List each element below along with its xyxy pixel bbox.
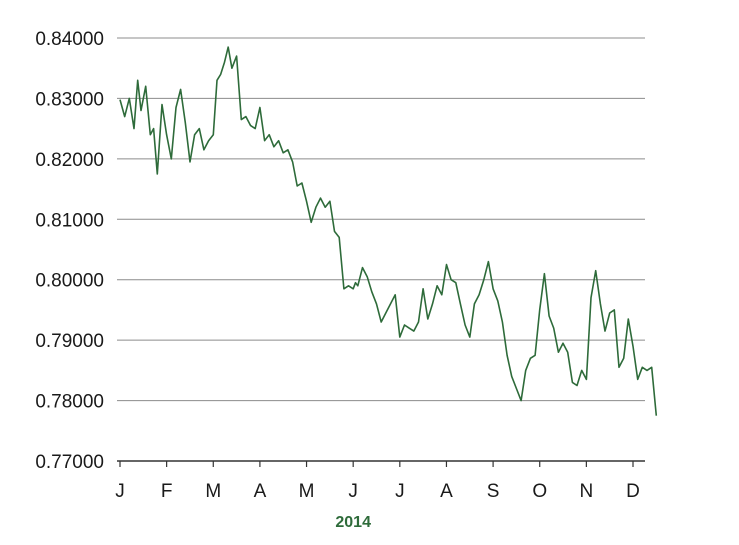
x-tick-label: M (299, 481, 315, 502)
x-tick-label: J (348, 481, 358, 502)
x-tick-label: A (254, 481, 267, 502)
y-tick-label: 0.77000 (35, 452, 104, 473)
x-tick-label: A (440, 481, 453, 502)
x-tick-label: J (115, 481, 125, 502)
gridlines (117, 37, 645, 402)
y-tick-label: 0.82000 (35, 150, 104, 171)
x-tick-label: F (161, 481, 173, 502)
y-axis-tick-labels: 0.77000 0.78000 0.79000 0.80000 0.81000 0.820… (35, 29, 104, 473)
y-tick-label: 0.81000 (35, 210, 104, 231)
y-tick-label: 0.80000 (35, 271, 104, 292)
x-axis-title: 2014 (335, 514, 371, 531)
y-tick-label: 0.84000 (35, 29, 104, 50)
x-tick-label: J (395, 481, 405, 502)
x-tick-label: N (579, 481, 593, 502)
y-tick-label: 0.83000 (35, 89, 104, 110)
series-line (119, 46, 658, 416)
x-tick-label: O (532, 481, 547, 502)
x-tick-label: D (626, 481, 640, 502)
x-tick-label: M (205, 481, 221, 502)
y-tick-label: 0.78000 (35, 392, 104, 413)
y-tick-label: 0.79000 (35, 331, 104, 352)
x-tick-label: S (487, 481, 500, 502)
